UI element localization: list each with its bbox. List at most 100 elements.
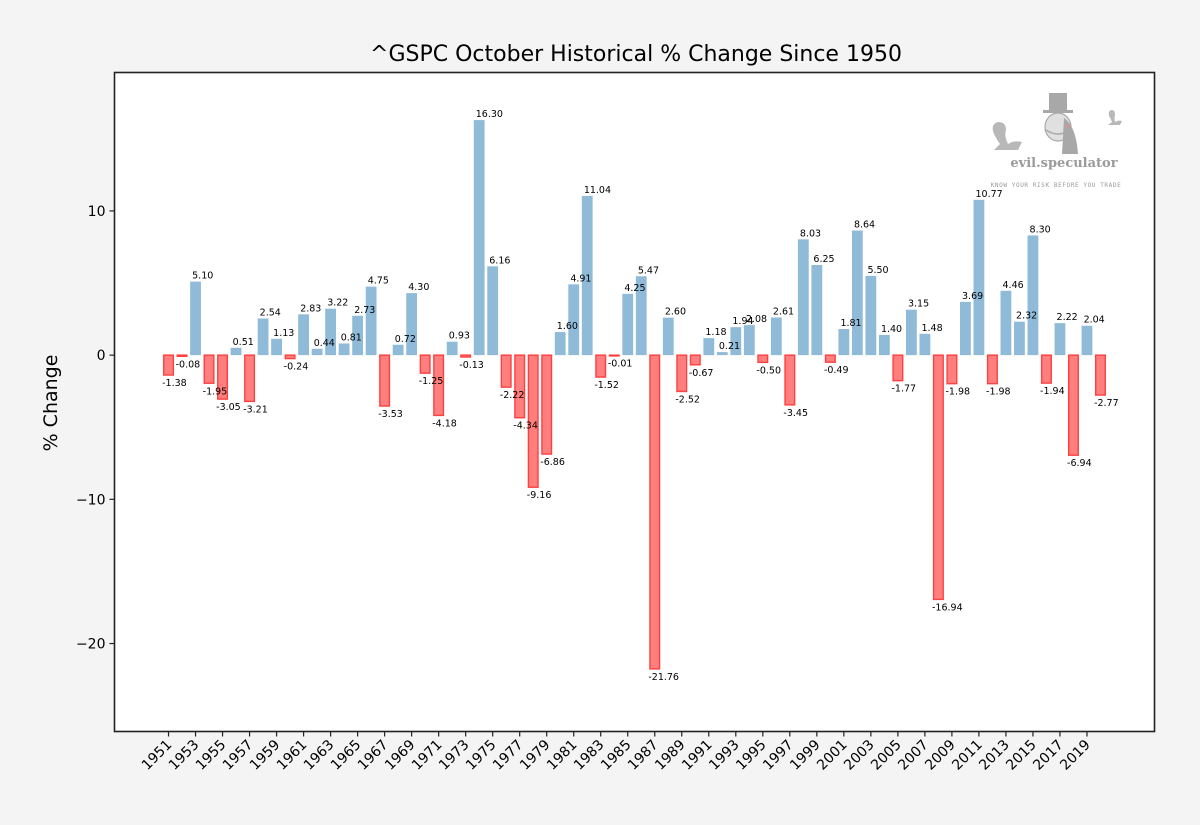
bar-2012 <box>986 354 998 385</box>
bar-label-1959: 1.13 <box>273 328 294 339</box>
x-tick-label: 2017 <box>1030 737 1067 774</box>
bar-1951 <box>163 354 175 376</box>
bar-1987 <box>649 354 661 670</box>
chart-title: ^GSPC October Historical % Change Since … <box>370 42 902 67</box>
x-tick-label: 1955 <box>193 737 230 774</box>
bar-1958 <box>257 318 269 356</box>
bar-label-2004: 1.40 <box>881 324 902 335</box>
x-tick-label: 2011 <box>949 737 986 774</box>
bar-1960 <box>284 354 296 360</box>
bar-2002 <box>851 230 863 356</box>
watermark-tagline: KNOW YOUR RISK BEFORE YOU TRADE <box>991 182 1122 189</box>
bar-label-1988: 2.60 <box>665 307 686 318</box>
x-tick-label: 1961 <box>274 737 311 774</box>
bar-2016 <box>1040 354 1052 384</box>
bar-label-1972: 0.93 <box>449 331 470 342</box>
bar-1976 <box>500 354 512 388</box>
bars-group <box>163 120 1106 670</box>
bar-1966 <box>365 286 377 356</box>
bar-1999 <box>811 265 823 356</box>
bar-1995 <box>757 354 769 364</box>
y-tick-label: −10 <box>76 492 106 508</box>
bar-1981 <box>568 284 580 356</box>
x-tick-label: 1983 <box>571 737 608 774</box>
bar-1961 <box>298 314 309 356</box>
bar-2001 <box>838 329 850 356</box>
swan-icon-left <box>992 122 1022 150</box>
bar-label-1990: -0.67 <box>689 368 714 379</box>
bar-label-1981: 4.91 <box>570 273 591 284</box>
bar-label-1979: -6.86 <box>540 457 565 468</box>
bar-label-2017: 2.22 <box>1057 312 1078 323</box>
top-hat-gentleman-icon <box>1043 93 1078 154</box>
x-tick-label: 1951 <box>139 737 176 774</box>
x-tick-label: 2007 <box>895 737 932 774</box>
bar-label-2016: -1.94 <box>1040 386 1065 397</box>
y-tick-label: 0 <box>97 348 106 364</box>
bar-label-1996: 2.61 <box>773 306 794 317</box>
bar-1952 <box>176 354 188 357</box>
bar-1963 <box>325 308 337 356</box>
bar-1990 <box>689 354 701 366</box>
bar-label-1970: -1.25 <box>419 376 444 387</box>
x-tick-label: 2003 <box>841 737 878 774</box>
x-tick-label: 1993 <box>706 737 743 774</box>
x-tick-label: 1953 <box>166 737 203 774</box>
x-tick-label: 1973 <box>436 737 473 774</box>
bar-1985 <box>622 293 634 356</box>
bar-1968 <box>392 344 404 356</box>
bar-label-1977: -4.34 <box>513 421 538 432</box>
y-axis-label: % Change <box>40 355 62 452</box>
bar-1979 <box>541 354 553 455</box>
bar-label-1967: -3.53 <box>378 409 403 420</box>
bar-label-2002: 8.64 <box>854 220 875 231</box>
bar-2018 <box>1067 354 1079 456</box>
x-tick-label: 1963 <box>301 737 338 774</box>
bar-label-1962: 0.44 <box>314 338 335 349</box>
bar-1953 <box>190 281 201 356</box>
bar-label-1953: 5.10 <box>192 271 213 282</box>
bar-label-2015: 8.30 <box>1030 224 1051 235</box>
x-tick-label: 1999 <box>787 737 824 774</box>
bar-1998 <box>797 239 809 356</box>
bar-1983 <box>595 354 607 378</box>
bar-label-2011: 10.77 <box>976 189 1003 200</box>
bar-2005 <box>892 354 904 382</box>
bar-label-1971: -4.18 <box>432 418 457 429</box>
bar-label-1997: -3.45 <box>783 408 808 419</box>
bar-1997 <box>784 354 796 406</box>
bar-label-1976: -2.22 <box>500 390 525 401</box>
bar-1956 <box>230 347 242 356</box>
bar-1994 <box>743 325 755 356</box>
bar-label-2013: 4.46 <box>1003 280 1024 291</box>
bar-label-1994: 2.08 <box>746 314 767 325</box>
bar-label-1983: -1.52 <box>594 380 619 391</box>
bar-label-2019: 2.04 <box>1084 315 1105 326</box>
x-tick-label: 1979 <box>517 737 554 774</box>
bar-label-1966: 4.75 <box>368 276 389 287</box>
bar-label-1986: 5.47 <box>638 265 659 276</box>
bar-1980 <box>554 332 566 356</box>
bar-2003 <box>865 275 877 356</box>
bar-label-1963: 3.22 <box>327 298 348 309</box>
x-tick-label: 1985 <box>598 737 635 774</box>
x-tick-label: 1991 <box>679 737 716 774</box>
bar-label-2010: 3.69 <box>962 291 983 302</box>
x-tick-label: 1989 <box>652 737 689 774</box>
bar-2011 <box>973 199 985 356</box>
bar-label-2005: -1.77 <box>891 384 916 395</box>
bar-label-2007: 1.48 <box>921 323 942 334</box>
bar-label-1987: -21.76 <box>648 672 679 683</box>
bar-1965 <box>352 315 364 356</box>
bar-label-1985: 4.25 <box>624 283 645 294</box>
bar-1982 <box>581 195 593 356</box>
bar-2013 <box>1000 290 1012 356</box>
bar-1973 <box>460 354 472 358</box>
bar-2004 <box>878 334 890 356</box>
x-tick-label: 2009 <box>922 737 959 774</box>
watermark-logo: evil.speculator KNOW YOUR RISK BEFORE YO… <box>991 93 1122 189</box>
bar-label-1991: 1.18 <box>705 327 726 338</box>
bar-1955 <box>217 354 229 400</box>
bar-label-2014: 2.32 <box>1016 311 1037 322</box>
x-tick-label: 1957 <box>220 737 257 774</box>
